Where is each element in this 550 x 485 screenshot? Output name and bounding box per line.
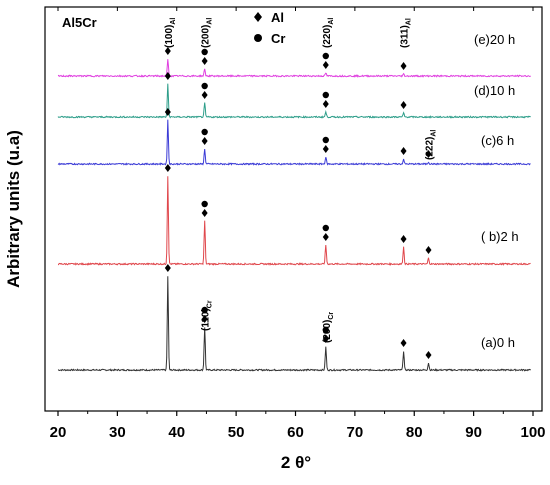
peak-annotations-group: (100)Al(200)Al(220)Al(311)Al(222)Al(110)…: [164, 18, 438, 343]
peak-annotation: (200)Al: [201, 18, 214, 48]
x-tick-label: 80: [406, 424, 423, 441]
plot-area-frame: [44, 6, 543, 412]
al-phase-marker: [400, 339, 407, 347]
peak-hkl: (110): [201, 308, 212, 331]
x-tick-label: 90: [465, 424, 482, 441]
series-label: (c)6 h: [481, 133, 514, 148]
trace--c-6-h: [57, 119, 531, 166]
x-axis: 20 30 40 50 60 70 80 90 100: [50, 7, 546, 441]
al-phase-marker: [201, 137, 208, 145]
x-tick-label: 30: [109, 424, 126, 441]
x-axis-title: 2 θ°: [281, 453, 311, 472]
phase-markers-group: [164, 47, 432, 359]
peak-hkl: (100): [164, 25, 175, 48]
cr-phase-marker: [201, 48, 208, 56]
chart-title: Al5Cr: [62, 15, 97, 30]
al-phase-marker: [322, 61, 329, 69]
traces-group: [57, 59, 531, 372]
legend: Al Cr: [254, 10, 285, 46]
peak-hkl: (220): [322, 25, 333, 48]
cr-phase-marker: [322, 224, 329, 232]
al-phase-marker: [164, 264, 171, 272]
cr-phase-marker: [322, 326, 329, 334]
legend-label: Al: [271, 10, 284, 25]
x-tick-label: 100: [520, 424, 545, 441]
cr-phase-marker: [201, 128, 208, 136]
peak-hkl: (200): [201, 25, 212, 48]
peak-phase-subscript: Al: [406, 18, 413, 25]
peak-annotation: (220)Al: [322, 18, 335, 48]
peak-phase-subscript: Al: [431, 130, 438, 137]
al-phase-marker: [164, 72, 171, 80]
x-tick-label: 50: [228, 424, 245, 441]
peak-phase-subscript: Al: [170, 18, 177, 25]
al-phase-marker: [322, 335, 329, 343]
al-phase-marker: [322, 145, 329, 153]
y-axis-title: Arbitrary units (u.a): [4, 130, 23, 288]
al-phase-marker: [201, 315, 208, 323]
peak-phase-subscript: Cr: [328, 312, 335, 320]
al-phase-marker: [164, 47, 171, 55]
peak-annotation: (110)Cr: [201, 300, 214, 331]
cr-phase-marker: [322, 136, 329, 144]
series-label: (a)0 h: [481, 335, 515, 350]
x-tick-label: 20: [50, 424, 67, 441]
al-phase-marker: [425, 150, 432, 158]
peak-hkl: (222): [425, 137, 436, 160]
peak-phase-subscript: Al: [328, 18, 335, 25]
series-labels-group: (a)0 h ( b)2 h (c)6 h (d)10 h (e)20 h: [474, 32, 519, 350]
al-phase-marker: [400, 62, 407, 70]
al-phase-marker: [322, 100, 329, 108]
al-phase-marker: [201, 57, 208, 65]
peak-annotation: (100)Al: [164, 18, 177, 48]
al-phase-marker: [425, 246, 432, 254]
peak-annotation: (222)Al: [425, 130, 438, 160]
al-phase-marker: [164, 108, 171, 116]
series-label: (d)10 h: [474, 83, 515, 98]
peak-hkl: (200): [322, 320, 333, 343]
peak-annotation: (311)Al: [400, 18, 413, 48]
al-phase-marker: [322, 233, 329, 241]
cr-phase-marker: [201, 200, 208, 208]
cr-phase-marker: [201, 82, 208, 90]
legend-al-marker: [254, 12, 262, 22]
peak-annotation: (200)Cr: [322, 312, 335, 343]
trace--e-20-h: [57, 59, 531, 78]
legend-label: Cr: [271, 31, 285, 46]
legend-cr-marker: [254, 34, 262, 42]
al-phase-marker: [425, 351, 432, 359]
trace--b-2-h: [58, 176, 531, 266]
al-phase-marker: [400, 147, 407, 155]
trace--d-10-h: [57, 83, 531, 119]
peak-phase-subscript: Cr: [207, 300, 214, 308]
x-tick-label: 60: [287, 424, 304, 441]
cr-phase-marker: [322, 52, 329, 60]
peak-hkl: (311): [400, 25, 411, 48]
al-phase-marker: [201, 209, 208, 217]
x-tick-label: 40: [168, 424, 185, 441]
x-tick-label: 70: [347, 424, 364, 441]
cr-phase-marker: [201, 306, 208, 314]
series-label: (e)20 h: [474, 32, 515, 47]
al-phase-marker: [400, 235, 407, 243]
cr-phase-marker: [322, 91, 329, 99]
peak-phase-subscript: Al: [207, 18, 214, 25]
al-phase-marker: [400, 101, 407, 109]
series-label: ( b)2 h: [481, 229, 519, 244]
trace--a-0-h: [57, 276, 531, 372]
al-phase-marker: [201, 91, 208, 99]
al-phase-marker: [164, 164, 171, 172]
